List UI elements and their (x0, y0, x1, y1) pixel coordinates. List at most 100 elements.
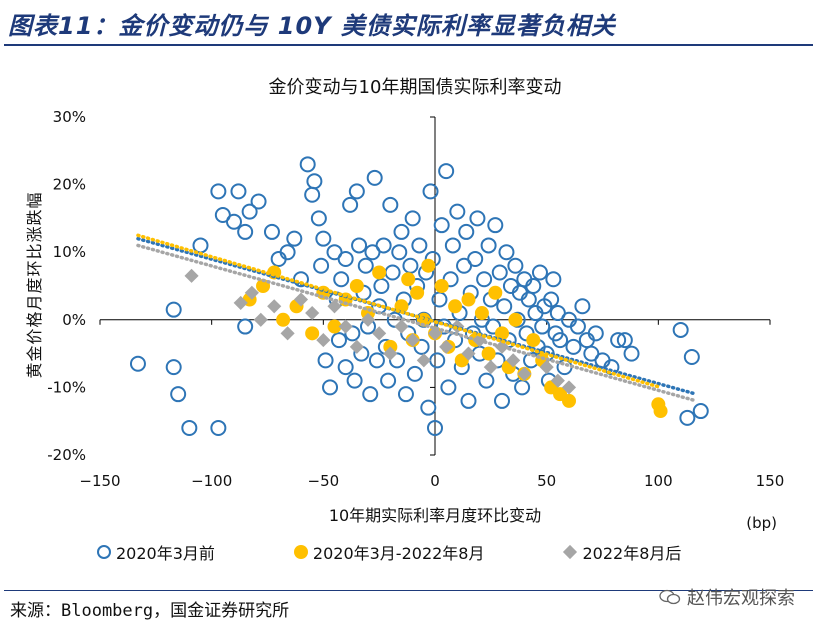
data-point (241, 203, 258, 220)
data-point (360, 312, 376, 327)
data-point (317, 352, 334, 369)
x-tick-label: 0 (430, 472, 440, 490)
data-point (427, 419, 443, 436)
data-point (623, 345, 640, 362)
data-point (610, 332, 627, 349)
data-point (460, 392, 477, 409)
data-point (420, 399, 437, 416)
data-point (413, 338, 430, 355)
data-point (491, 264, 508, 281)
data-point (494, 339, 510, 354)
data-point (562, 393, 576, 408)
data-point (333, 271, 350, 288)
data-point (310, 210, 327, 227)
data-point (349, 339, 364, 354)
data-point (368, 352, 385, 369)
data-point (458, 223, 475, 240)
data-point (351, 237, 368, 254)
data-point (517, 366, 532, 381)
data-point (382, 196, 399, 213)
data-point (487, 217, 504, 234)
data-point (461, 292, 476, 307)
data-point (394, 319, 409, 334)
data-point (531, 264, 548, 281)
data-point (692, 403, 709, 420)
data-point (603, 359, 620, 376)
legend-label-series-1: 2020年3月前 (116, 544, 215, 563)
data-point (348, 183, 365, 200)
y-tick-label: 30% (53, 108, 86, 126)
y-tick-label: 10% (53, 243, 86, 261)
data-point (485, 318, 502, 335)
data-point (267, 299, 282, 314)
data-point (429, 352, 446, 369)
data-point (552, 332, 569, 349)
data-point (373, 278, 390, 294)
data-point (253, 312, 268, 327)
wechat-icon (659, 589, 681, 605)
data-point (508, 312, 523, 327)
data-point (616, 332, 633, 349)
trendline-layer (136, 233, 699, 403)
data-point (279, 244, 296, 261)
data-point (474, 306, 489, 321)
y-tick-label: -20% (47, 446, 86, 464)
x-tick-label: −150 (79, 472, 120, 490)
data-point (315, 230, 332, 247)
data-point (313, 257, 330, 274)
data-point (476, 271, 493, 288)
data-point (402, 257, 419, 274)
data-point (330, 332, 347, 349)
data-point (327, 299, 342, 314)
x-tick-label: 150 (756, 472, 785, 490)
data-point (434, 279, 449, 293)
data-point (539, 360, 554, 375)
data-point (322, 379, 339, 396)
data-point (372, 265, 387, 280)
data-point (244, 285, 259, 300)
data-point (467, 250, 484, 267)
watermark: 赵伟宏观探索 (659, 584, 795, 610)
data-point (526, 333, 541, 348)
data-point (357, 257, 374, 274)
data-point (565, 338, 582, 355)
data-point (569, 318, 586, 335)
legend-item-series-2: 2020年3月-2022年8月 (293, 540, 484, 564)
x-tick-label: 100 (644, 472, 673, 490)
data-point (683, 348, 700, 365)
data-point (293, 292, 309, 307)
data-point (393, 223, 410, 240)
data-point (263, 223, 280, 240)
data-point (405, 333, 420, 348)
data-point (498, 244, 515, 261)
y-tick-label: -10% (47, 378, 86, 396)
data-point (210, 419, 227, 436)
data-point (349, 279, 364, 293)
data-point (286, 230, 303, 247)
data-point (587, 325, 604, 342)
data-point (406, 365, 423, 382)
watermark-text: 赵伟宏观探索 (687, 588, 795, 609)
axes-layer: −150 −100 −50 0 50 100 150 -20% -10% 0% 10% 20% 30% (47, 108, 784, 490)
data-point (337, 359, 354, 376)
data-point (276, 312, 291, 327)
data-point (170, 386, 187, 403)
data-point (433, 217, 450, 234)
x-axis-unit: (bp) (746, 514, 777, 532)
data-point (561, 380, 577, 395)
data-point (438, 163, 455, 180)
figure-title: 图表11：金价变动仍与 10Y 美债实际利率显著负相关 (8, 12, 616, 40)
data-point (237, 223, 254, 240)
data-point (449, 203, 466, 220)
data-point (411, 237, 428, 254)
data-point (181, 419, 198, 436)
data-point (391, 244, 408, 261)
bottom-rule (4, 590, 813, 591)
data-point (422, 183, 439, 200)
data-point (495, 326, 509, 341)
data-point (514, 379, 531, 396)
data-point (545, 271, 562, 288)
data-point (574, 298, 591, 315)
data-point (383, 346, 398, 361)
chart-title: 金价变动与10年期国债实际利率变动 (269, 77, 562, 98)
